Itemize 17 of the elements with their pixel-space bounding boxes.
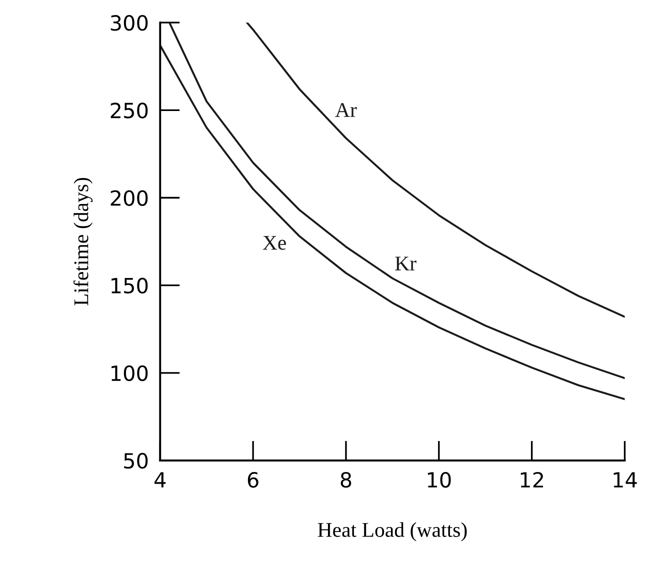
y-tick-label: 100 (112, 365, 148, 382)
y-tick-label: 50 (124, 452, 148, 469)
series-label: Xe (262, 236, 286, 250)
x-tick-label: 10 (428, 472, 451, 488)
x-tick-label: 6 (248, 472, 258, 488)
y-tick-label: 250 (110, 102, 148, 118)
y-tick-label: 150 (112, 278, 148, 294)
x-tick-label: 8 (340, 472, 352, 488)
x-axis-title: Heat Load (watts) (318, 522, 467, 542)
series-label: Kr (395, 256, 416, 270)
y-tick-label: 200 (110, 190, 148, 206)
y-axis-title: Lifetime (days) (73, 178, 93, 306)
x-tick-label: 14 (614, 472, 637, 488)
x-tick-label: 12 (520, 472, 543, 488)
series-label: Ar (335, 103, 357, 117)
y-tick-label: 300 (110, 15, 148, 31)
x-tick-label: 4 (154, 472, 166, 488)
